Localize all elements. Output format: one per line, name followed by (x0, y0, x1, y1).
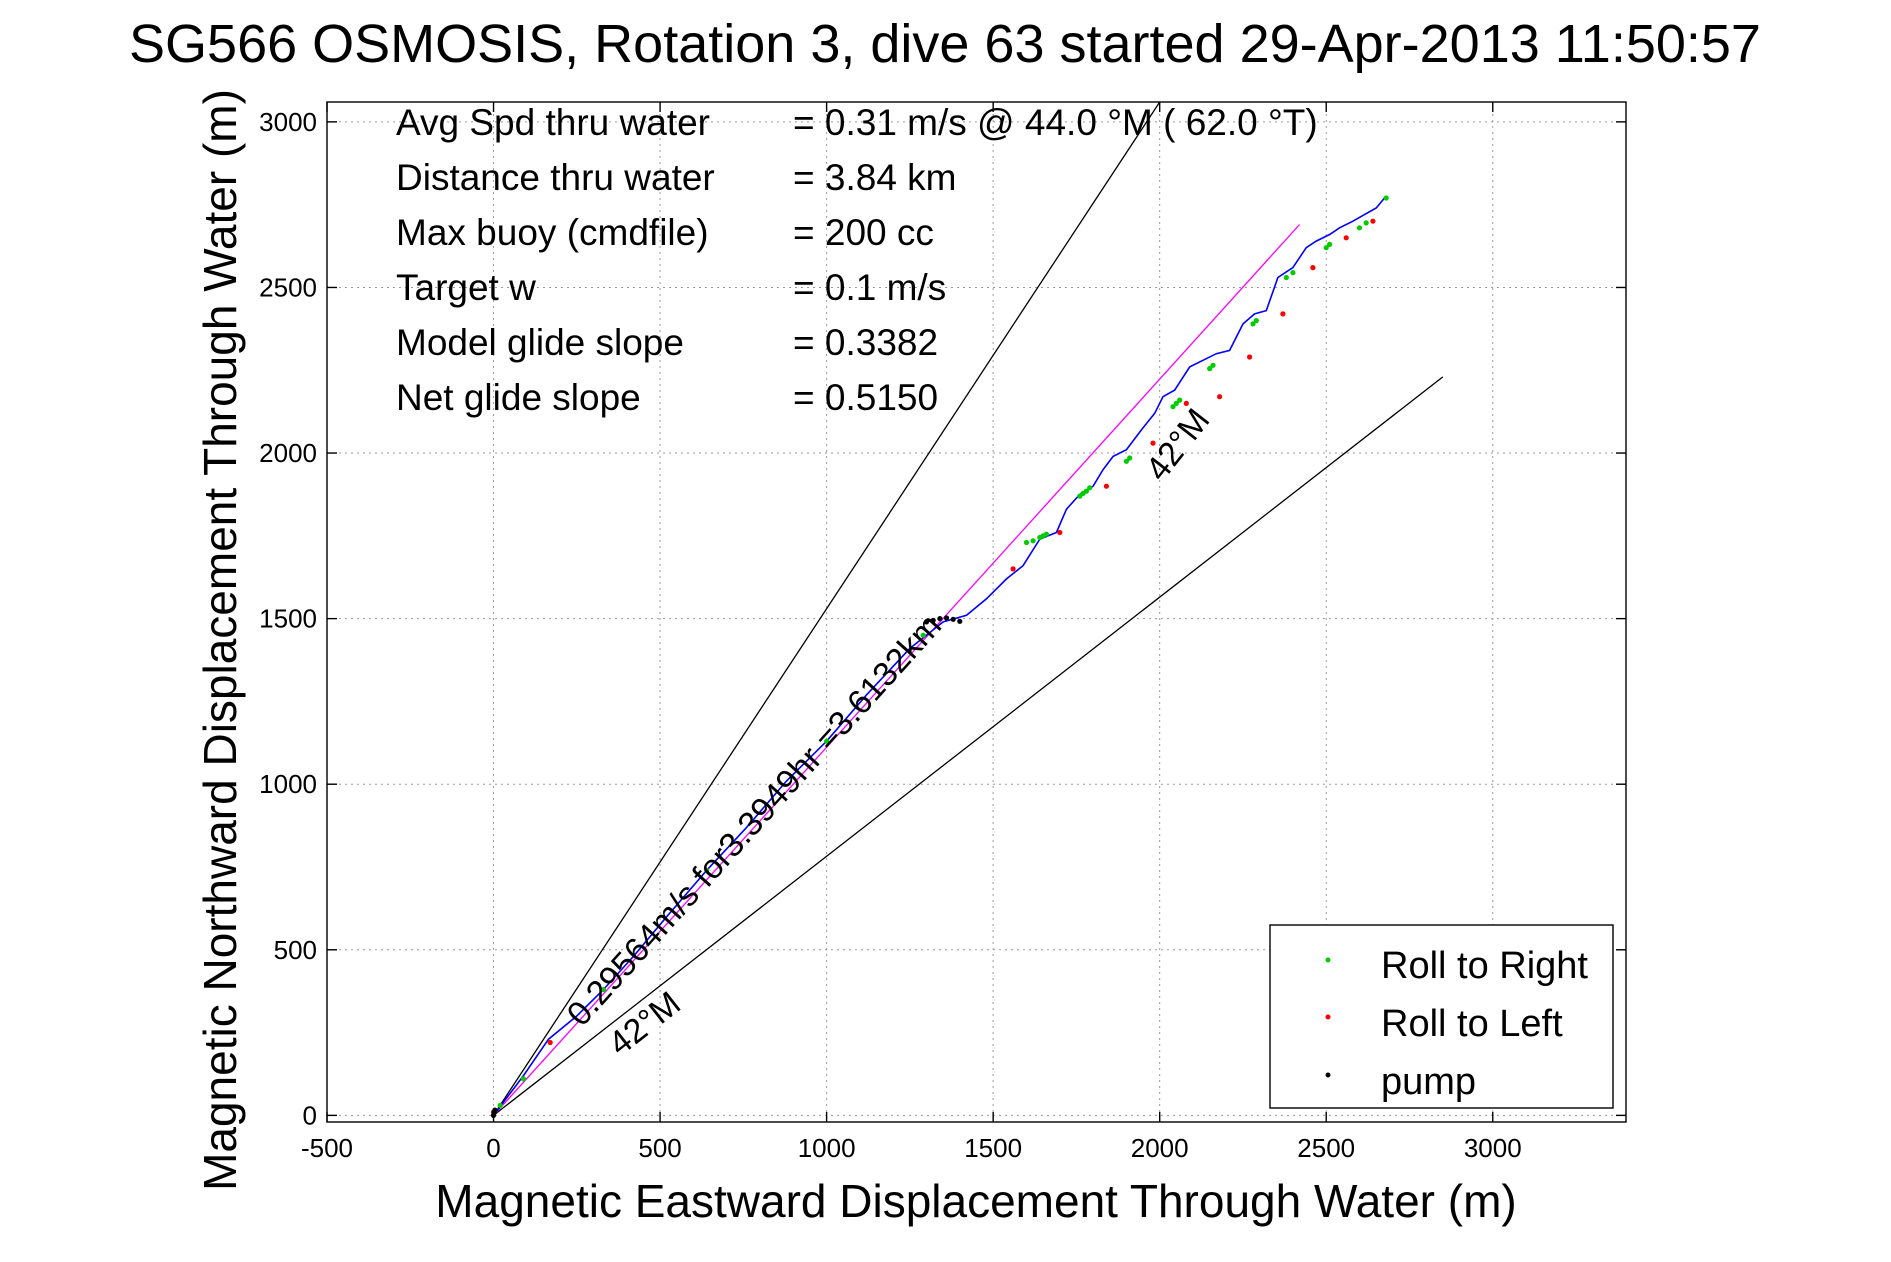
roll-right-point (1363, 220, 1369, 226)
roll-left-point (1280, 311, 1286, 317)
lower-bound-line (493, 376, 1444, 1116)
stat-value-max-buoy: = 200 cc (793, 212, 934, 253)
roll-left-point (547, 1039, 553, 1046)
data-layer (490, 101, 1444, 1118)
x-tick-label: -500 (301, 1133, 353, 1163)
grid (326, 102, 1626, 1122)
roll-left-point (1150, 440, 1156, 446)
y-tick-label: 1500 (259, 604, 317, 634)
roll-right-point (1290, 270, 1296, 276)
pump-point (943, 615, 950, 621)
roll-right-point (1283, 274, 1289, 281)
roll-right-point (1023, 539, 1030, 546)
stat-label-distance: Distance thru water (396, 157, 715, 198)
roll-left-point (1057, 529, 1063, 536)
roll-right-point (1177, 397, 1183, 403)
stat-label-target-w: Target w (396, 267, 536, 308)
y-axis-label: Magnetic Northward Displacement Through … (194, 89, 246, 1191)
legend-label-roll-left: Roll to Left (1381, 1003, 1563, 1045)
stat-label-model-glide: Model glide slope (396, 322, 684, 363)
stat-value-net-glide: = 0.5150 (793, 377, 938, 418)
roll-right-point (1253, 318, 1259, 324)
x-tick-label: 0 (486, 1133, 500, 1163)
roll-right-point (1250, 321, 1256, 327)
axis-ticks: -500 0 500 1000 1500 2000 2500 3000050010001500… (259, 102, 1626, 1163)
y-tick-label: 0 (303, 1100, 317, 1130)
legend-marker-roll-left (1325, 1014, 1331, 1020)
roll-left-point (1103, 483, 1109, 489)
roll-right-point (520, 1076, 527, 1082)
pump-point (937, 616, 943, 622)
roll-right-point (497, 1102, 503, 1108)
roll-left-point (1370, 218, 1376, 224)
stat-label-max-buoy: Max buoy (cmdfile) (396, 212, 709, 253)
pump-point (923, 619, 930, 625)
y-tick-label: 1000 (259, 769, 317, 799)
x-tick-label: 3000 (1464, 1133, 1522, 1163)
y-tick-label: 2500 (259, 272, 317, 302)
vector-annotation: 0.29564m/s for3.3949hr =3.6132km (560, 607, 949, 1033)
roll-left-point (1183, 400, 1189, 406)
stat-label-avg-spd: Avg Spd thru water (396, 102, 710, 143)
roll-right-point (1173, 400, 1179, 406)
legend-marker-pump (1325, 1072, 1331, 1078)
x-axis-label: Magnetic Eastward Displacement Through W… (435, 1175, 1516, 1227)
roll-right-point (1043, 531, 1049, 537)
roll-right-point (600, 986, 607, 993)
x-tick-label: 1500 (964, 1133, 1022, 1163)
roll-right-point (1030, 538, 1036, 544)
pump-point (492, 1107, 498, 1113)
x-tick-label: 2000 (1131, 1133, 1189, 1163)
vector-line (493, 224, 1301, 1116)
stats-block: Avg Spd thru water = 0.31 m/s @ 44.0 °M … (396, 102, 1318, 418)
track-line (492, 197, 1386, 1116)
x-tick-label: 2500 (1297, 1133, 1355, 1163)
roll-right-point (1356, 225, 1363, 231)
roll-left-point (1310, 265, 1316, 271)
pump-point (930, 617, 936, 623)
roll-right-point (1170, 404, 1176, 410)
y-tick-label: 3000 (259, 107, 317, 137)
legend-marker-roll-right (1325, 957, 1331, 963)
roll-right-point (1127, 455, 1133, 461)
pump-point (957, 618, 963, 624)
stat-value-distance: = 3.84 km (793, 157, 957, 198)
roll-right-point (1383, 195, 1389, 201)
legend-label-pump: pump (1381, 1061, 1476, 1103)
roll-right-point (1083, 488, 1089, 494)
roll-left-point (1343, 235, 1349, 241)
roll-right-point (704, 867, 710, 873)
roll-right-point (1210, 362, 1216, 368)
roll-left-point (1247, 354, 1253, 360)
x-tick-label: 500 (638, 1133, 681, 1163)
roll-left-point (1010, 566, 1016, 572)
roll-right-point (1207, 366, 1213, 372)
roll-right-point (824, 738, 830, 744)
roll-right-point (1087, 485, 1093, 491)
y-tick-label: 2000 (259, 438, 317, 468)
upper-bound-line (492, 101, 1161, 1116)
upper-heading-annotation: 42°M (1138, 402, 1217, 488)
roll-right-point (1323, 245, 1329, 251)
stat-value-avg-spd: = 0.31 m/s @ 44.0 °M ( 62.0 °T) (793, 102, 1318, 143)
legend-label-roll-right: Roll to Right (1381, 945, 1588, 987)
stat-value-target-w: = 0.1 m/s (793, 267, 946, 308)
legend: Roll to Right Roll to Left pump (1269, 924, 1614, 1109)
x-tick-label: 1000 (798, 1133, 856, 1163)
roll-right-point (1123, 458, 1129, 464)
roll-left-point (1217, 394, 1223, 400)
pump-point (950, 616, 956, 622)
stat-label-net-glide: Net glide slope (396, 377, 641, 418)
roll-right-point (1327, 241, 1333, 247)
plot-frame (326, 101, 1627, 1123)
y-tick-label: 500 (274, 935, 317, 965)
chart-title: SG566 OSMOSIS, Rotation 3, dive 63 start… (129, 14, 1761, 74)
stat-value-model-glide: = 0.3382 (793, 322, 938, 363)
roll-right-point (920, 632, 926, 638)
